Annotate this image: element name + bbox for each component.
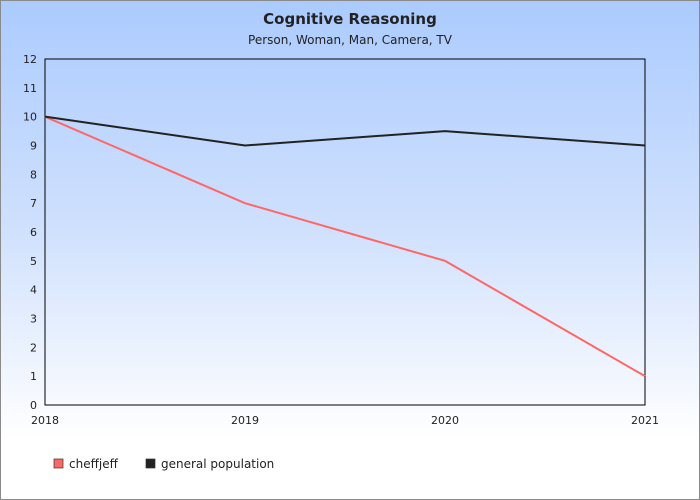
y-tick-label: 8	[30, 168, 37, 181]
y-tick-label: 3	[30, 313, 37, 326]
x-tick-label: 2018	[31, 414, 59, 427]
y-tick-label: 12	[23, 53, 37, 66]
plot-area	[44, 58, 646, 406]
series-line-1	[44, 115, 646, 147]
x-tick-label: 2020	[431, 414, 459, 427]
y-tick-label: 0	[30, 399, 37, 412]
x-tick-label: 2019	[231, 414, 259, 427]
x-tick-label: 2021	[631, 414, 659, 427]
legend-label: cheffjeff	[69, 457, 119, 471]
legend-swatch	[145, 458, 156, 469]
y-tick-label: 1	[30, 370, 37, 383]
legend-swatch	[53, 458, 64, 469]
y-tick-label: 7	[30, 197, 37, 210]
y-tick-label: 10	[23, 111, 37, 124]
y-tick-label: 11	[23, 82, 37, 95]
legend-label: general population	[161, 457, 274, 471]
y-tick-label: 2	[30, 341, 37, 354]
y-tick-label: 4	[30, 284, 37, 297]
y-tick-label: 9	[30, 140, 37, 153]
chart-subtitle: Person, Woman, Man, Camera, TV	[248, 33, 453, 47]
y-tick-label: 5	[30, 255, 37, 268]
chart-title: Cognitive Reasoning	[263, 10, 437, 28]
series-line-0	[44, 115, 646, 378]
y-tick-label: 6	[30, 226, 37, 239]
